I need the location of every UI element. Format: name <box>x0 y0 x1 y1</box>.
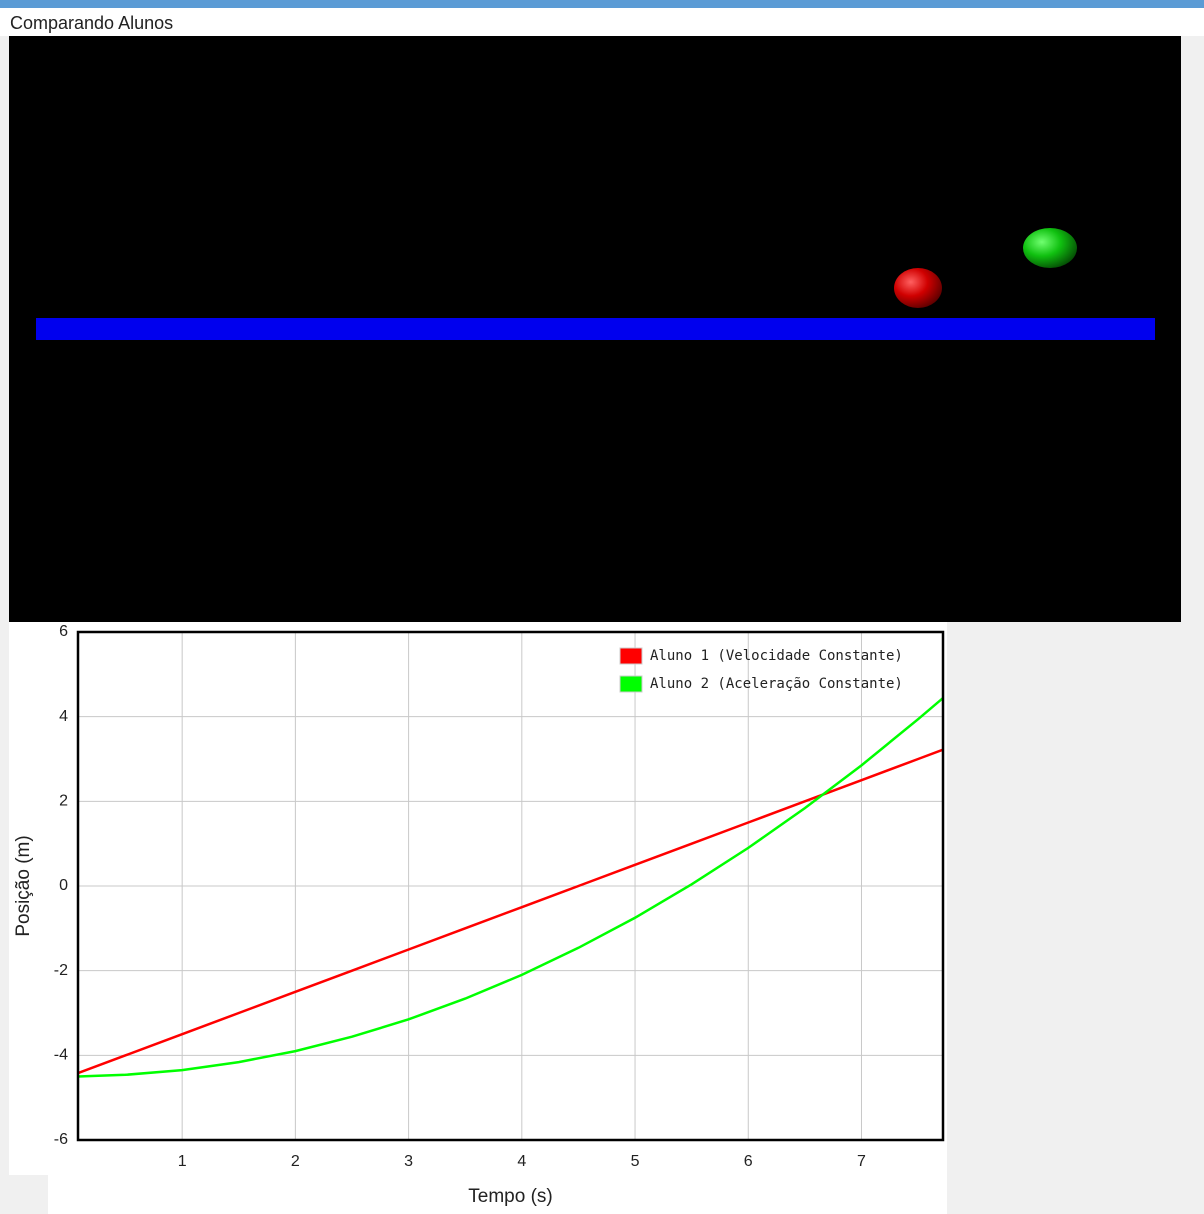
x-tick-label: 5 <box>631 1153 640 1170</box>
y-tick-label: 2 <box>59 793 68 810</box>
title-bar <box>0 8 1204 36</box>
plot-lines <box>78 697 943 1078</box>
y-tick-label: 0 <box>59 877 68 894</box>
x-tick-label: 1 <box>178 1153 187 1170</box>
legend-swatch <box>619 647 643 665</box>
y-tick-label: -4 <box>54 1047 68 1064</box>
y-tick-label: 6 <box>59 623 68 640</box>
ball-red <box>894 268 942 308</box>
page-title: Comparando Alunos <box>10 13 173 33</box>
chart-background <box>9 622 947 1175</box>
ball-green <box>1023 228 1077 268</box>
x-tick-label: 6 <box>744 1153 753 1170</box>
y-tick-label: 4 <box>59 708 68 725</box>
series-line <box>78 697 943 1078</box>
x-tick-label: 3 <box>404 1153 413 1170</box>
x-tick-label: 4 <box>517 1153 526 1170</box>
plot-frame <box>76 630 945 1142</box>
y-axis-label: Posição (m) <box>13 835 34 936</box>
x-tick-label: 7 <box>857 1153 866 1170</box>
x-tick-label: 2 <box>291 1153 300 1170</box>
track <box>36 318 1155 340</box>
y-tick-label: -2 <box>54 962 68 979</box>
xlabel-background <box>48 1175 947 1214</box>
legend-label: Aluno 2 (Aceleração Constante) <box>650 676 903 692</box>
chart: -6 -4 -2 0 2 4 6 1 2 3 4 5 6 7 Aluno 1 (Velocidade Con… <box>13 623 945 1207</box>
legend-swatch <box>619 675 643 693</box>
y-tick-label: -6 <box>54 1131 68 1148</box>
x-axis-label: Tempo (s) <box>468 1186 552 1207</box>
top-strip <box>0 0 1204 8</box>
legend-label: Aluno 1 (Velocidade Constante) <box>650 648 903 664</box>
